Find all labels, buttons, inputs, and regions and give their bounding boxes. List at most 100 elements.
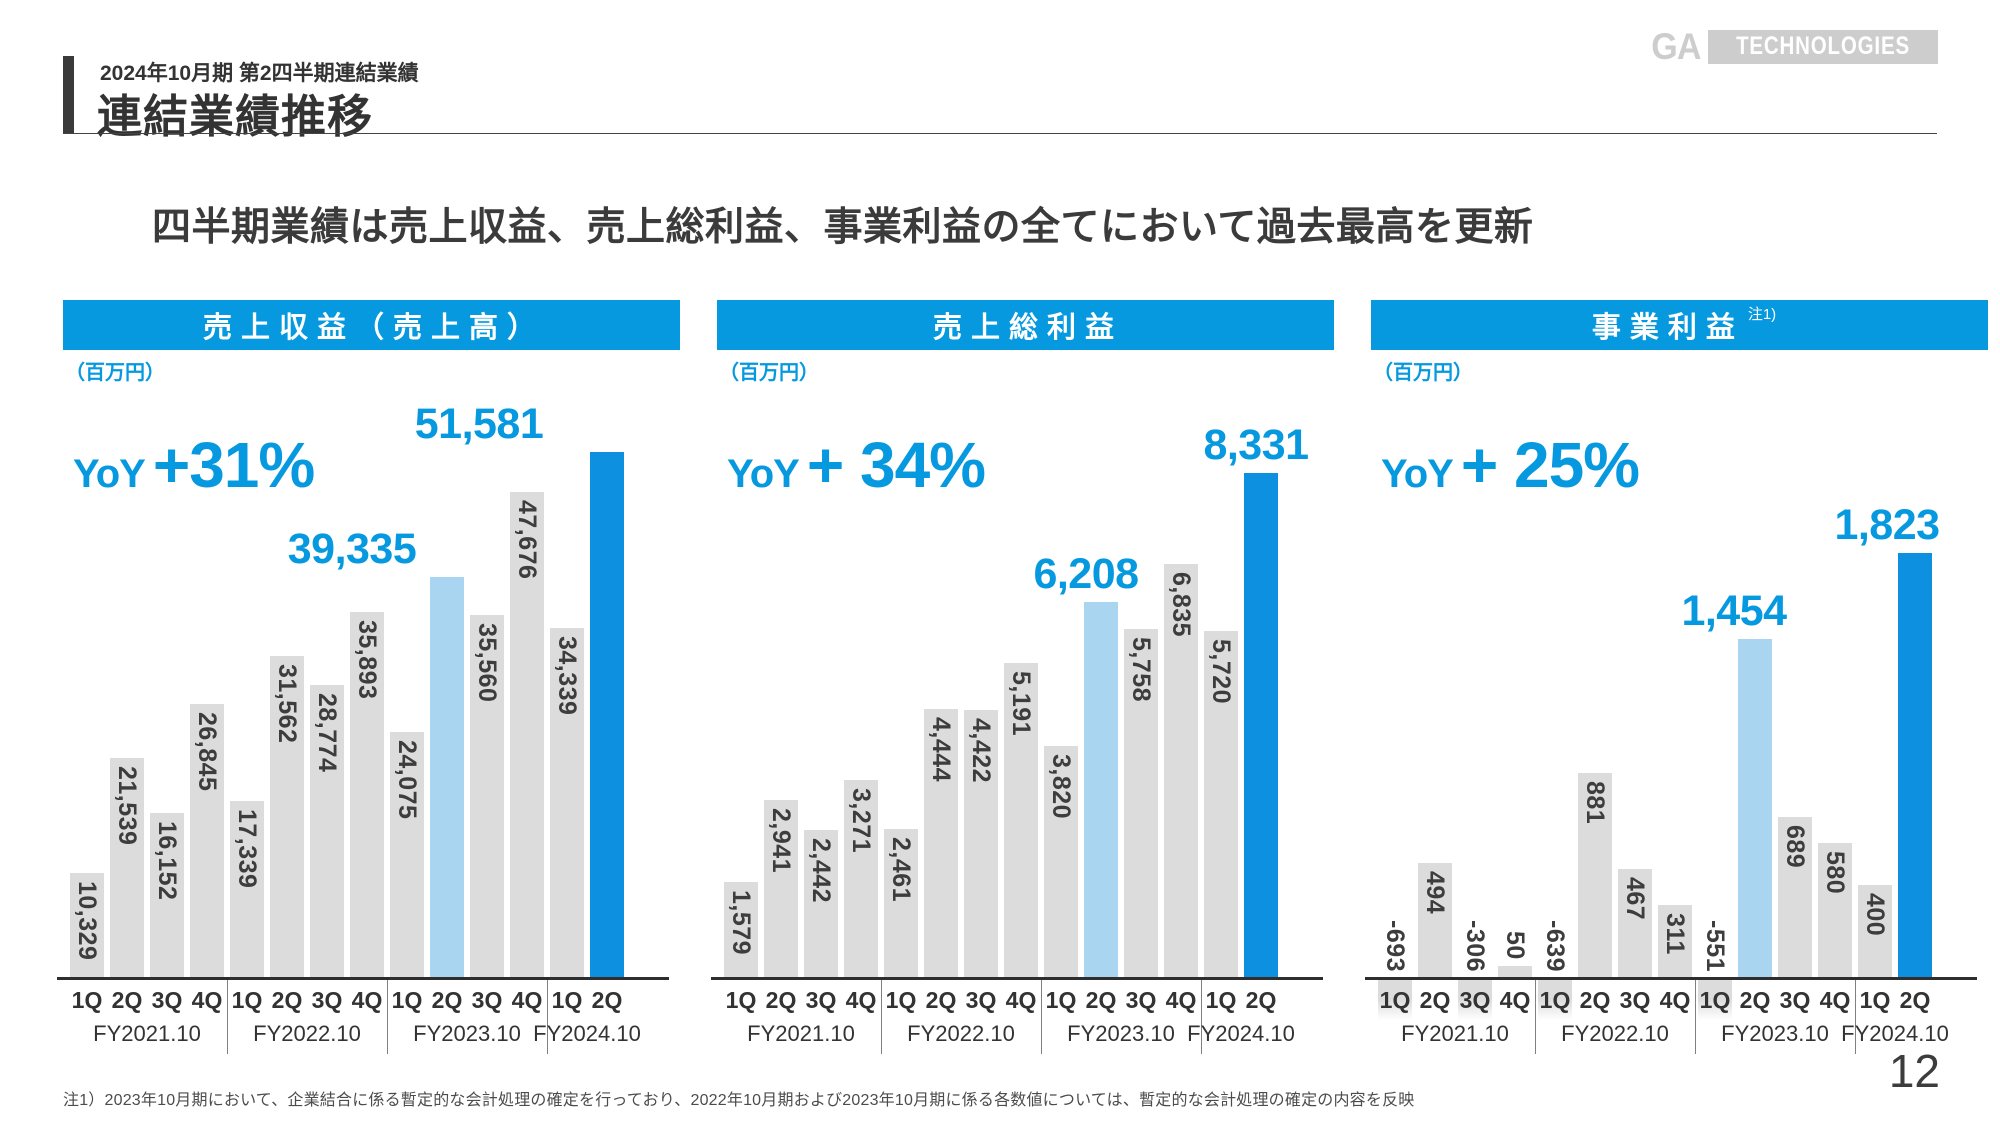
bar-chart-business-profit: -693 1Q 494 2Q -306 3Q 50 4Q -639 1Q 881 2Q 467 3Q 311… bbox=[1365, 300, 1988, 1090]
bar-value-label: 28,774 bbox=[313, 693, 341, 773]
highlight-value: 8,331 bbox=[1203, 421, 1309, 469]
bar-chart-revenue: 10,329 1Q 21,539 2Q 16,152 3Q 26,845 4Q 17,339 1Q… bbox=[57, 300, 680, 1090]
bar-value-label: 3,271 bbox=[847, 788, 875, 854]
bar-value-label: 5,191 bbox=[1007, 671, 1035, 737]
bar bbox=[110, 758, 144, 978]
bar-value-label: 31,562 bbox=[273, 664, 301, 744]
quarter-label: 2Q bbox=[1245, 987, 1277, 1013]
chart-title: 事業利益 bbox=[1591, 312, 1744, 344]
bar bbox=[724, 882, 758, 978]
quarter-label: 2Q bbox=[271, 987, 303, 1013]
fiscal-year-label: FY2024.10 bbox=[1841, 1021, 1949, 1046]
bar bbox=[1578, 773, 1612, 978]
bar-value-label: 10,329 bbox=[73, 881, 101, 961]
quarter-label: 1Q bbox=[1859, 987, 1891, 1013]
bar bbox=[1044, 746, 1078, 978]
bar-chart-gross-profit: 1,579 1Q 2,941 2Q 2,442 3Q 3,271 4Q 2,461 1Q 4,444… bbox=[711, 300, 1334, 1090]
bar bbox=[1164, 564, 1198, 978]
fiscal-year-label: FY2021.10 bbox=[1401, 1021, 1509, 1046]
yoy-label: YoY bbox=[1381, 452, 1454, 496]
highlight-value: 39,335 bbox=[287, 525, 417, 573]
bar bbox=[150, 813, 184, 978]
quarter-label: 2Q bbox=[765, 987, 797, 1013]
page-title: 連結業績推移 bbox=[97, 91, 374, 142]
bar bbox=[70, 873, 104, 978]
bar-negative bbox=[1378, 978, 1412, 1020]
bar bbox=[1244, 473, 1278, 978]
bar bbox=[550, 628, 584, 978]
quarter-label: 2Q bbox=[1899, 987, 1931, 1013]
bar bbox=[804, 830, 838, 978]
fiscal-year-label: FY2022.10 bbox=[253, 1021, 361, 1046]
bar-negative bbox=[1538, 978, 1572, 1020]
quarter-label: 4Q bbox=[191, 987, 223, 1013]
group-separator bbox=[227, 978, 228, 1054]
group-separator bbox=[387, 978, 388, 1054]
quarter-label: 1Q bbox=[71, 987, 103, 1013]
quarter-label: 4Q bbox=[1005, 987, 1037, 1013]
bar bbox=[1738, 639, 1772, 978]
yoy-value: +31% bbox=[152, 429, 315, 501]
bar-value-label: 24,075 bbox=[393, 740, 421, 820]
bar bbox=[1898, 553, 1932, 978]
yoy-value: + 34% bbox=[806, 429, 986, 501]
bar bbox=[844, 780, 878, 978]
group-separator bbox=[1041, 978, 1042, 1054]
yoy-badge: YoY +31% bbox=[73, 428, 315, 502]
bar bbox=[190, 704, 224, 978]
quarter-label: 3Q bbox=[1459, 987, 1491, 1013]
highlight-value: 51,581 bbox=[414, 400, 544, 448]
bar-value-label: -306 bbox=[1461, 920, 1489, 973]
fiscal-year-label: FY2022.10 bbox=[1561, 1021, 1669, 1046]
yoy-badge: YoY + 25% bbox=[1381, 428, 1640, 502]
quarter-label: 1Q bbox=[725, 987, 757, 1013]
quarter-label: 2Q bbox=[111, 987, 143, 1013]
bar-value-label: 4,422 bbox=[967, 718, 995, 784]
bar-value-label: 467 bbox=[1621, 877, 1649, 921]
x-axis-line bbox=[711, 977, 1323, 980]
panel-revenue: 売上収益（売上高） （百万円） YoY +31% 10,329 1Q 21,539 2… bbox=[57, 300, 680, 1090]
yoy-label: YoY bbox=[73, 452, 146, 496]
quarter-label: 3Q bbox=[1619, 987, 1651, 1013]
bar-negative bbox=[1698, 978, 1732, 1020]
quarter-label: 3Q bbox=[965, 987, 997, 1013]
bar bbox=[1618, 869, 1652, 978]
bar bbox=[1004, 663, 1038, 978]
bar-value-label: 1,579 bbox=[727, 890, 755, 956]
quarter-label: 2Q bbox=[431, 987, 463, 1013]
logo-ga-mark: GA bbox=[1651, 26, 1702, 67]
bar bbox=[964, 710, 998, 978]
fiscal-year-label: FY2021.10 bbox=[93, 1021, 201, 1046]
chart-title: 売上総利益 bbox=[932, 312, 1123, 344]
highlight-value: 1,454 bbox=[1681, 587, 1787, 635]
panel-gross-profit: 売上総利益 （百万円） YoY + 34% 1,579 1Q 2,941 2Q 2,44… bbox=[711, 300, 1334, 1090]
bar bbox=[924, 709, 958, 978]
bar-value-label: -551 bbox=[1701, 920, 1729, 973]
bar-value-label: 2,941 bbox=[767, 808, 795, 874]
quarter-label: 2Q bbox=[591, 987, 623, 1013]
quarter-label: 2Q bbox=[1579, 987, 1611, 1013]
fiscal-year-label: FY2024.10 bbox=[1187, 1021, 1295, 1046]
bar-value-label: 5,720 bbox=[1207, 639, 1235, 705]
quarter-label: 4Q bbox=[1165, 987, 1197, 1013]
quarter-label: 4Q bbox=[351, 987, 383, 1013]
group-separator bbox=[881, 978, 882, 1054]
bar-value-label: 34,339 bbox=[553, 636, 581, 716]
chart-title-banner: 売上収益（売上高） bbox=[63, 300, 680, 350]
key-message: 四半期業績は売上収益、売上総利益、事業利益の全てにおいて過去最高を更新 bbox=[152, 206, 1534, 249]
chart-title-banner: 事業利益 注1) bbox=[1371, 300, 1988, 350]
page-number: 12 bbox=[1888, 1045, 1940, 1097]
quarter-label: 1Q bbox=[1379, 987, 1411, 1013]
yoy-label: YoY bbox=[727, 452, 800, 496]
bar bbox=[764, 800, 798, 978]
unit-label: （百万円） bbox=[1373, 362, 1473, 384]
quarter-label: 1Q bbox=[231, 987, 263, 1013]
quarter-label: 1Q bbox=[1699, 987, 1731, 1013]
quarter-label: 4Q bbox=[511, 987, 543, 1013]
quarter-label: 2Q bbox=[1085, 987, 1117, 1013]
fiscal-year-label: FY2023.10 bbox=[1721, 1021, 1829, 1046]
fiscal-year-label: FY2023.10 bbox=[413, 1021, 521, 1046]
quarter-label: 1Q bbox=[1045, 987, 1077, 1013]
bar-value-label: 311 bbox=[1661, 913, 1689, 955]
